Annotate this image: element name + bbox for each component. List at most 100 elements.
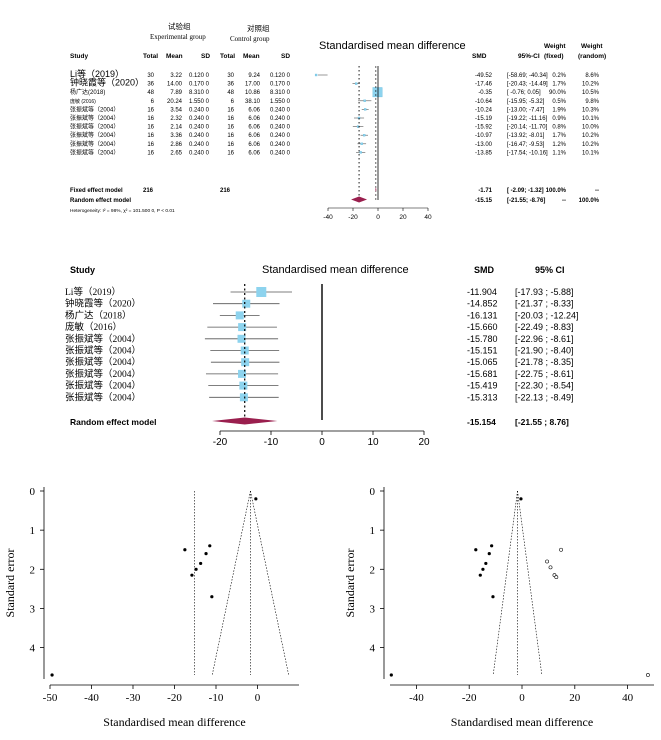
fp1-w-fixed: 1.7%: [552, 133, 566, 139]
fp1-effect-square: [363, 99, 366, 102]
funnel-imputed-point: [554, 575, 559, 580]
fp1-w-random: 10.2%: [582, 82, 600, 88]
fp2-ci: [-17.93 ; -5.88]: [515, 287, 574, 297]
fp2-smd: -15.151: [467, 346, 498, 356]
fp1-study-label: 张振斌等（2004）: [70, 105, 119, 113]
funnel-study-point: [474, 548, 478, 552]
random-w-random: 100.0%: [579, 198, 600, 204]
fp1-c-mean: 6.06: [248, 125, 260, 131]
fp1-smd: -10.24: [475, 107, 493, 113]
funnel-x-tick-label: -40: [409, 692, 424, 704]
fp2-random-ci: [-21.55 ; 8.76]: [515, 417, 569, 427]
funnel-y-tick-label: 0: [370, 486, 376, 498]
fp2-study-label: 张振斌等（2004）: [65, 380, 141, 392]
funnel-study-point: [50, 673, 54, 677]
fp2-study-label: 杨广达（2018）: [65, 309, 132, 321]
fp1-c-mean: 17.00: [245, 82, 261, 88]
fp1-e-total: 30: [147, 73, 154, 79]
fixed-model-label: Fixed effect model: [70, 188, 123, 194]
fp2-effect-square: [240, 346, 249, 355]
funnel-x-tick-label: 0: [255, 692, 261, 704]
fp1-c-mean: 10.86: [245, 90, 261, 96]
funnel-x-tick-label: -20: [462, 692, 477, 704]
fp1-x-tick-label: -20: [348, 214, 358, 221]
fp1-ci: [-16.47; -9.53]: [507, 142, 545, 148]
fp1-smd: -17.46: [475, 82, 493, 88]
fp1-e-sd: 0.170 0: [189, 82, 210, 88]
forest-plot-fixed-random: 试验组 Experimental group 对照组 Control group…: [70, 21, 606, 221]
fp1-c-mean: 6.06: [248, 133, 260, 139]
fp1-w-fixed: 90.0%: [549, 90, 567, 96]
fp1-e-mean: 2.32: [170, 116, 182, 122]
col-study: Study: [70, 53, 88, 60]
fp1-random-diamond: [351, 196, 368, 203]
fp2-col-study: Study: [70, 265, 95, 275]
ctl-group-cn: 对照组: [247, 23, 270, 33]
fp1-effect-square: [355, 82, 358, 85]
funnel-study-point: [208, 544, 212, 548]
funnel-left-limit: [492, 490, 518, 676]
fp1-study-label: 杨广达(2018): [70, 88, 105, 96]
fp1-e-total: 16: [147, 125, 154, 131]
fp1-c-sd: 0.240 0: [270, 150, 291, 156]
fp1-effect-square: [363, 134, 366, 137]
col-weight-random: (random): [578, 53, 606, 60]
fp1-c-mean: 6.06: [248, 142, 260, 148]
fp2-study-label: 庞敏（2016）: [65, 321, 122, 333]
funnel-imputed-point: [559, 547, 563, 552]
funnel-y-tick-label: 1: [30, 525, 36, 537]
fp1-c-sd: 0.240 0: [270, 125, 291, 131]
fp1-e-total: 16: [147, 142, 154, 148]
fp1-c-sd: 0.240 0: [270, 133, 291, 139]
fp1-smd: -10.97: [475, 133, 493, 139]
funnel-study-point: [183, 548, 187, 552]
fp2-ci: [-22.13 ; -8.49]: [515, 392, 574, 402]
fp1-e-sd: 8.310 0: [189, 90, 210, 96]
fp2-smd: -15.660: [467, 322, 498, 332]
funnel-study-point: [194, 567, 198, 571]
fp1-w-fixed: 0.9%: [552, 116, 566, 122]
fp1-x-tick-label: 0: [376, 214, 380, 221]
fp1-c-total: 36: [227, 82, 234, 88]
fp1-c-total: 16: [227, 116, 234, 122]
fp2-effect-square: [256, 287, 267, 297]
fixed-ci: [ -2.09; -1.32]: [507, 188, 544, 194]
fp1-ci: [-15.95; -5.32]: [507, 99, 545, 105]
fp1-w-fixed: 0.8%: [552, 125, 566, 131]
col-c-mean: Mean: [243, 53, 260, 60]
random-smd: -15.15: [475, 198, 493, 204]
fp1-e-sd: 0.240 0: [189, 116, 210, 122]
fp1-study-label: Li等（2019）: [70, 68, 124, 79]
exp-group-en: Experimental group: [150, 33, 206, 41]
funnel-study-point: [487, 552, 491, 556]
fp1-e-sd: 0.240 0: [189, 107, 210, 113]
fixed-w-random: --: [595, 188, 599, 194]
fp1-title: Standardised mean difference: [319, 40, 466, 52]
fp1-c-total: 48: [227, 90, 234, 96]
col-weight-fixed-label: Weight: [544, 43, 566, 50]
fp2-x-tick-label: 20: [418, 437, 430, 448]
fixed-c-total: 216: [220, 188, 231, 194]
fp1-c-mean: 6.06: [248, 150, 260, 156]
funnel-plot-left: 0 1 2 3 4 -50 -40 -30 -20 -10 0 Standardised mean d…: [3, 486, 299, 729]
funnel-study-point: [254, 497, 258, 501]
fp2-smd: -15.419: [467, 381, 498, 391]
fp1-c-total: 16: [227, 150, 234, 156]
funnel-left-limit: [211, 490, 251, 676]
fp2-ci: [-22.30 ; -8.54]: [515, 381, 574, 391]
fp1-w-random: 10.1%: [582, 116, 600, 122]
funnel-right-limit: [517, 490, 543, 676]
fp2-smd: -15.681: [467, 369, 498, 379]
fp1-smd: -15.92: [475, 125, 493, 131]
funnel-x-tick-label: -20: [167, 692, 182, 704]
fp1-e-mean: 7.89: [170, 90, 182, 96]
fp2-effect-square: [242, 299, 251, 308]
fp2-study-label: 张振斌等（2004）: [65, 345, 141, 357]
fp2-ci: [-21.78 ; -8.35]: [515, 357, 574, 367]
fp2-smd: -15.065: [467, 357, 498, 367]
fp1-w-fixed: 0.5%: [552, 99, 566, 105]
heterogeneity-text: Heterogeneity: I² = 98%, χ² = 101.500 0,…: [70, 208, 175, 214]
fp1-c-sd: 0.240 0: [270, 116, 291, 122]
fp1-fixed-diamond: [375, 187, 377, 192]
fp1-smd: -15.19: [475, 116, 493, 122]
